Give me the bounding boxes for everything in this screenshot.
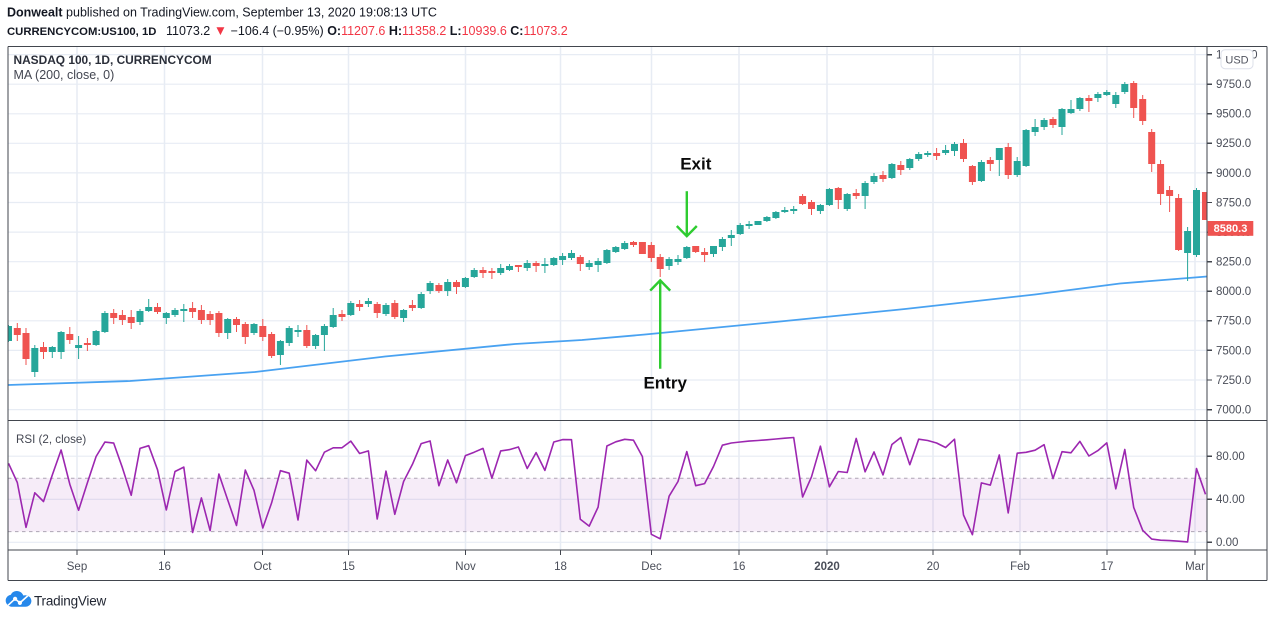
svg-text:Feb: Feb bbox=[1010, 561, 1030, 573]
svg-text:CURRENCYCOM:US100, 1D: CURRENCYCOM:US100, 1D bbox=[7, 26, 156, 38]
svg-text:TradingView: TradingView bbox=[34, 593, 107, 608]
svg-text:7250.0: 7250.0 bbox=[1216, 375, 1251, 387]
svg-text:20: 20 bbox=[927, 561, 940, 573]
svg-text:9750.0: 9750.0 bbox=[1216, 79, 1251, 91]
svg-text:80.00: 80.00 bbox=[1216, 451, 1245, 463]
svg-text:7750.0: 7750.0 bbox=[1216, 316, 1251, 328]
svg-text:Entry: Entry bbox=[643, 374, 687, 393]
svg-text:17: 17 bbox=[1101, 561, 1114, 573]
svg-text:8580.3: 8580.3 bbox=[1214, 223, 1248, 235]
svg-text:Oct: Oct bbox=[254, 561, 273, 573]
svg-text:16: 16 bbox=[158, 561, 171, 573]
svg-text:MA (200, close, 0): MA (200, close, 0) bbox=[14, 68, 115, 82]
svg-text:Exit: Exit bbox=[680, 155, 712, 174]
svg-text:USD: USD bbox=[1225, 54, 1248, 66]
svg-text:9250.0: 9250.0 bbox=[1216, 138, 1251, 150]
svg-text:Mar: Mar bbox=[1185, 561, 1205, 573]
svg-text:9000.0: 9000.0 bbox=[1216, 168, 1251, 180]
svg-text:Nov: Nov bbox=[455, 561, 476, 573]
svg-text:11073.2 ▼ −106.4 (−0.95%) O:11: 11073.2 ▼ −106.4 (−0.95%) O:11207.6 H:11… bbox=[166, 23, 568, 38]
svg-text:Dec: Dec bbox=[641, 561, 662, 573]
svg-text:18: 18 bbox=[554, 561, 567, 573]
svg-text:15: 15 bbox=[342, 561, 355, 573]
svg-text:Donwealt published on TradingV: Donwealt published on TradingView.com, S… bbox=[7, 6, 437, 20]
svg-text:8250.0: 8250.0 bbox=[1216, 257, 1251, 269]
svg-text:0.00: 0.00 bbox=[1216, 537, 1238, 549]
svg-text:RSI (2, close): RSI (2, close) bbox=[16, 433, 86, 446]
svg-text:Sep: Sep bbox=[67, 561, 87, 573]
svg-text:2020: 2020 bbox=[814, 561, 840, 573]
svg-text:8750.0: 8750.0 bbox=[1216, 197, 1251, 209]
svg-text:NASDAQ 100, 1D, CURRENCYCOM: NASDAQ 100, 1D, CURRENCYCOM bbox=[14, 53, 212, 67]
svg-text:9500.0: 9500.0 bbox=[1216, 109, 1251, 121]
svg-text:8000.0: 8000.0 bbox=[1216, 286, 1251, 298]
svg-text:40.00: 40.00 bbox=[1216, 494, 1245, 506]
svg-text:7500.0: 7500.0 bbox=[1216, 345, 1251, 357]
svg-text:16: 16 bbox=[733, 561, 746, 573]
svg-text:7000.0: 7000.0 bbox=[1216, 405, 1251, 417]
